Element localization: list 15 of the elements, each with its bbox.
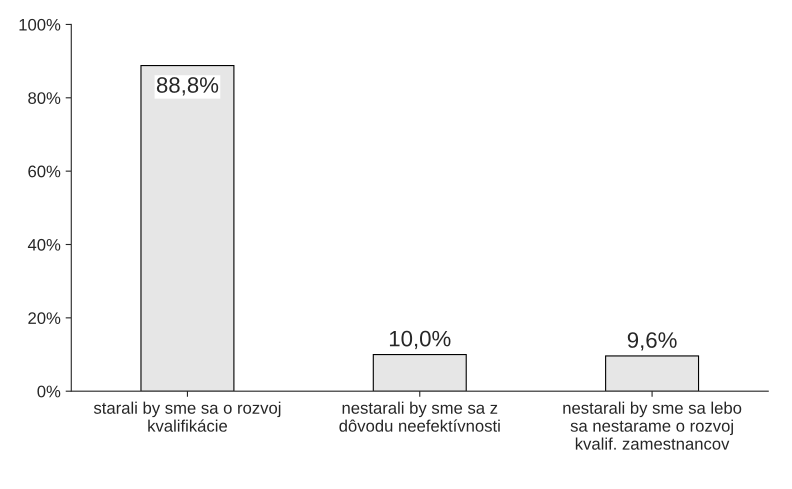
- y-tick-label: 60%: [28, 166, 60, 178]
- data-label: 88,8%: [156, 77, 218, 96]
- y-tick-label: 0%: [37, 386, 60, 398]
- bar: [372, 354, 467, 392]
- x-tick-label: nestarali by sme sa z dôvodu neefektívnosti: [339, 402, 500, 432]
- data-label: 9,6%: [628, 332, 677, 351]
- y-tick-label: 80%: [28, 92, 60, 104]
- y-tick-label: 20%: [28, 312, 60, 324]
- y-tick-label: 100%: [20, 18, 60, 31]
- bar: [140, 64, 234, 392]
- x-tick-label: starali by sme sa o rozvoj kvalifikácie: [94, 402, 280, 432]
- bar: [605, 355, 700, 392]
- y-tick-label: 40%: [28, 238, 60, 251]
- data-label: 10,0%: [390, 330, 450, 350]
- x-tick-label: nestarali by sme sa lebo sa nestarame o rozvoj kvalif. zamestnancov: [563, 402, 742, 450]
